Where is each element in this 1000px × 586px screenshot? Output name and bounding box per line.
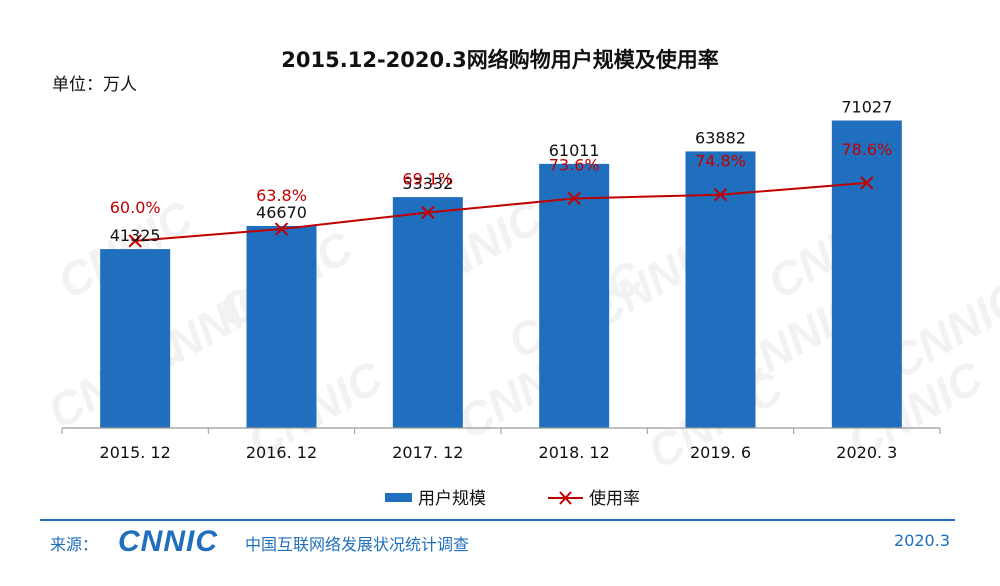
- bar: [539, 163, 610, 428]
- rate-marker: [421, 205, 435, 220]
- rate-value-label: 60.0%: [110, 198, 161, 217]
- bar: [831, 120, 902, 428]
- rate-line: [135, 181, 867, 242]
- footer-date: 2020.3: [894, 531, 950, 550]
- bar-value-label: 63882: [695, 128, 746, 147]
- chart-title: 2015.12-2020.3网络购物用户规模及使用率: [281, 48, 719, 72]
- rate-value-label: 74.8%: [695, 152, 746, 171]
- bar: [685, 151, 756, 428]
- rate-marker: [713, 188, 728, 202]
- source-org: 中国互联网络发展状况统计调查: [245, 535, 470, 554]
- x-tick-label: 2015. 12: [100, 443, 171, 462]
- bar-value-label: 46670: [256, 203, 307, 222]
- rate-marker: [274, 222, 289, 236]
- x-tick-label: 2019. 6: [690, 443, 751, 462]
- bar-value-label: 71027: [841, 97, 892, 116]
- rate-value-label: 63.8%: [256, 186, 307, 205]
- legend: 用户规模 使用率: [385, 488, 640, 509]
- data-labels-layer: 41325 46670 53332 61011 63882 71027 60.0% 63.8%…: [110, 97, 893, 245]
- bar-value-label: 41325: [110, 226, 161, 245]
- legend-line-marker: [559, 491, 572, 505]
- x-tick-label: 2020. 3: [836, 443, 897, 462]
- legend-bar-swatch: [385, 493, 412, 502]
- x-tick-label: 2016. 12: [246, 443, 317, 462]
- footer: 来源： CNNIC 中国互联网络发展状况统计调查 2020.3: [50, 525, 950, 558]
- rate-value-label: 69.1%: [402, 170, 453, 189]
- tick-layer: 2015. 12 2016. 12 2017. 12 2018. 12 2019. 6 2…: [61, 428, 941, 462]
- legend-bar-label: 用户规模: [418, 489, 486, 509]
- legend-line-label: 使用率: [589, 488, 640, 509]
- rate-line-layer: [128, 176, 874, 248]
- rate-value-label: 73.6%: [549, 155, 600, 174]
- bar: [100, 249, 171, 428]
- x-tick-label: 2018. 12: [539, 443, 610, 462]
- source-label: 来源：: [50, 535, 99, 554]
- rate-marker: [128, 234, 142, 248]
- bar: [392, 197, 463, 428]
- footer-divider: [40, 519, 955, 521]
- bar: [246, 225, 317, 428]
- bar-value-label: 61011: [549, 141, 600, 160]
- bars-layer: [100, 120, 902, 428]
- bar-value-label: 53332: [402, 174, 453, 193]
- rate-value-label: 78.6%: [841, 140, 892, 159]
- unit-label: 单位：万人: [52, 75, 137, 95]
- rate-marker: [567, 191, 581, 206]
- cnnic-logo: CNNIC: [118, 525, 218, 558]
- x-tick-label: 2017. 12: [392, 443, 463, 462]
- rate-marker: [860, 176, 874, 190]
